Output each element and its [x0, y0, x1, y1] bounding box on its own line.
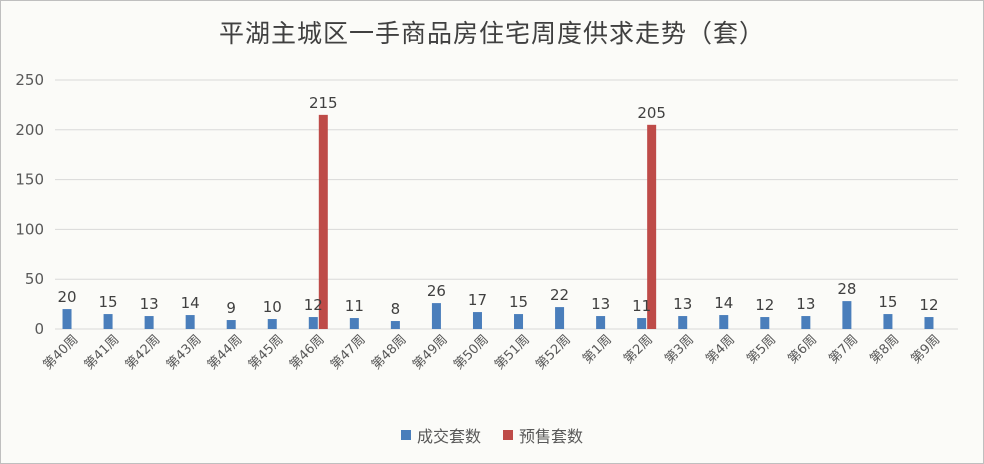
data-label: 13	[591, 295, 610, 313]
data-label: 10	[263, 298, 282, 316]
legend-label: 预售套数	[519, 427, 584, 446]
legend-swatch	[400, 430, 411, 440]
data-label: 26	[427, 282, 446, 300]
data-label: 11	[345, 297, 364, 315]
data-label: 20	[57, 288, 76, 306]
bar-presale	[318, 114, 328, 329]
bar-transactions	[555, 307, 565, 329]
bar-transactions	[472, 312, 482, 329]
data-label: 12	[755, 296, 774, 314]
data-label: 215	[309, 94, 338, 112]
x-tick-label: 第47周	[328, 332, 369, 373]
y-tick-label: 100	[15, 220, 44, 238]
x-tick-label: 第49周	[410, 332, 451, 373]
data-label: 13	[673, 295, 692, 313]
data-label: 17	[468, 291, 487, 309]
y-tick-label: 150	[15, 171, 44, 189]
x-tick-label: 第3周	[662, 332, 697, 367]
bar-transactions	[226, 320, 236, 329]
x-tick-label: 第4周	[703, 332, 738, 367]
data-label: 8	[391, 300, 401, 318]
legend: 成交套数 预售套数	[0, 423, 984, 447]
bar-transactions	[185, 315, 195, 329]
data-label: 13	[140, 295, 159, 313]
x-tick-label: 第40周	[41, 332, 82, 373]
data-label: 205	[637, 104, 666, 122]
x-tick-label: 第51周	[492, 332, 533, 373]
bar-transactions	[103, 314, 113, 329]
legend-swatch	[503, 430, 513, 440]
y-tick-label: 200	[15, 121, 44, 139]
bar-transactions	[883, 314, 893, 329]
bar-transactions	[801, 316, 811, 329]
x-tick-label: 第2周	[621, 332, 656, 367]
legend-label: 成交套数	[416, 427, 481, 446]
y-axis-ticks: 0 50 100 150 200 250	[15, 71, 44, 338]
data-labels: 20 15 13 14 9 10 12 215 11 8 26 17 15 22 13 11 205 13 14 12…	[57, 94, 938, 318]
data-label: 14	[714, 294, 733, 312]
x-tick-label: 第9周	[908, 332, 943, 367]
bar-transactions	[924, 317, 934, 329]
chart-title: 平湖主城区一手商品房住宅周度供求走势（套）	[218, 19, 765, 48]
bar-presale	[647, 124, 657, 329]
data-label: 28	[837, 280, 856, 298]
x-tick-label: 第50周	[451, 332, 492, 373]
bar-chart: 0 50 100 150 200 250 20 15 13 14 9 10 12 215 11 8 26 17 1…	[15, 71, 958, 373]
x-tick-label: 第48周	[369, 332, 410, 373]
x-tick-label: 第43周	[164, 332, 205, 373]
x-tick-label: 第1周	[580, 332, 615, 367]
bar-transactions	[719, 315, 729, 329]
x-tick-label: 第7周	[826, 332, 861, 367]
data-label: 15	[509, 293, 528, 311]
data-label: 14	[181, 294, 200, 312]
data-label: 12	[304, 296, 323, 314]
x-tick-label: 第52周	[533, 332, 574, 373]
data-label: 15	[99, 293, 118, 311]
bars	[62, 114, 934, 329]
data-label: 12	[919, 296, 938, 314]
bar-transactions	[267, 319, 277, 329]
x-tick-label: 第5周	[744, 332, 779, 367]
data-label: 22	[550, 286, 569, 304]
y-tick-label: 50	[25, 270, 44, 288]
bar-transactions	[678, 316, 688, 329]
data-label: 13	[796, 295, 815, 313]
bar-transactions	[637, 318, 647, 329]
bar-transactions	[514, 314, 524, 329]
x-axis-ticks: 第40周 第41周 第42周 第43周 第44周 第45周 第46周 第47周 第48周 第49周…	[41, 332, 944, 373]
legend-item: 预售套数	[503, 423, 583, 447]
x-tick-label: 第6周	[785, 332, 820, 367]
bar-transactions	[308, 317, 318, 329]
bar-transactions	[760, 317, 770, 329]
bar-transactions	[390, 321, 400, 329]
gridlines	[55, 79, 958, 330]
bar-transactions	[349, 318, 359, 329]
x-tick-label: 第8周	[867, 332, 902, 367]
bar-transactions	[596, 316, 606, 329]
bar-transactions	[842, 301, 852, 329]
bar-transactions	[62, 309, 72, 329]
y-tick-label: 0	[34, 320, 44, 338]
data-label: 9	[226, 299, 236, 317]
bar-transactions	[144, 316, 154, 329]
legend-item: 成交套数	[400, 423, 481, 447]
data-label: 11	[632, 297, 651, 315]
x-tick-label: 第44周	[205, 332, 246, 373]
x-tick-label: 第46周	[287, 332, 328, 373]
x-tick-label: 第41周	[82, 332, 123, 373]
x-tick-label: 第45周	[246, 332, 287, 373]
bar-transactions	[431, 303, 441, 329]
data-label: 15	[878, 293, 897, 311]
x-tick-label: 第42周	[123, 332, 164, 373]
y-tick-label: 250	[15, 71, 44, 89]
